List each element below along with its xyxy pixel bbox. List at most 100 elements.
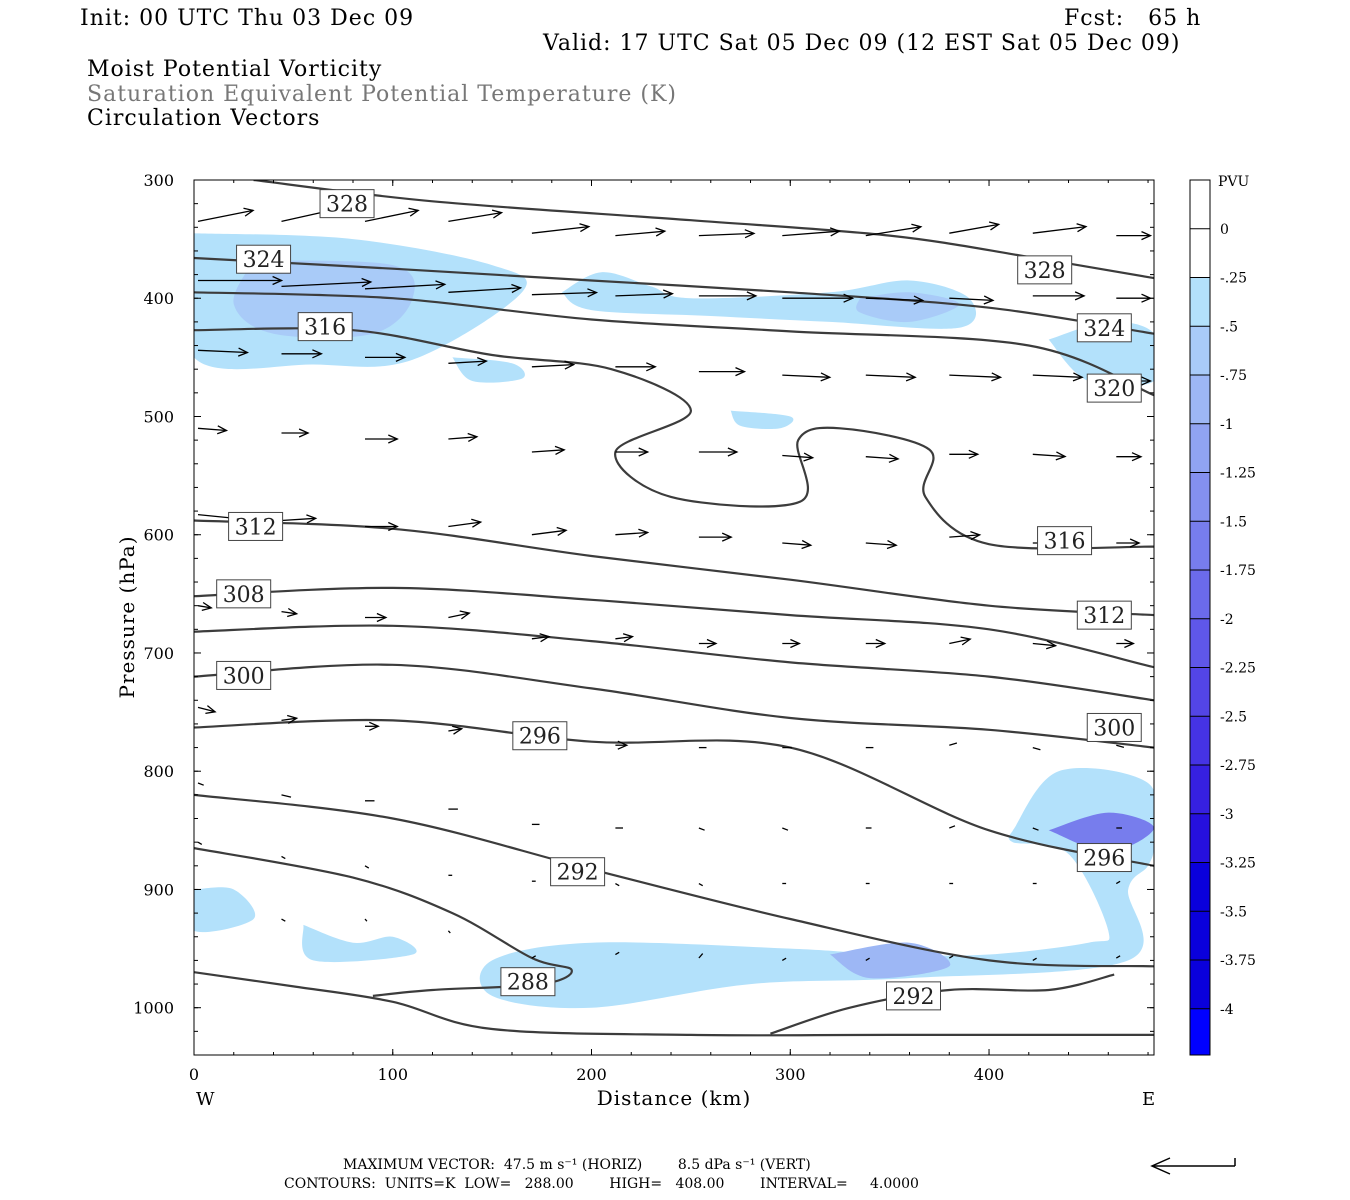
colorbar-swatch-11 (1190, 765, 1210, 814)
theta-es-contour-18 (770, 973, 1115, 1035)
circulation-vector-8 (865, 223, 923, 237)
theta-es-contour-17 (194, 847, 573, 997)
y-tick-label-3: 600 (143, 526, 174, 545)
colorbar-swatch-6 (1190, 521, 1210, 570)
contour-label-17: 288 (500, 967, 556, 997)
circulation-vector-39 (448, 432, 479, 442)
colorbar-swatch-10 (1190, 716, 1210, 765)
circulation-vector-50 (365, 521, 399, 532)
colorbar-label-2: -.5 (1220, 319, 1238, 335)
circulation-vector-11 (1116, 231, 1153, 241)
axes: 0 100 200 300 400 300 400 500 600 700 800 900 1000 (133, 171, 1154, 1084)
colorbar-label-16: -4 (1220, 1002, 1234, 1018)
circulation-vector-60 (197, 601, 213, 612)
svg-text:328: 328 (326, 193, 368, 218)
circulation-vector-43 (782, 452, 815, 462)
theta-es-contour-8 (194, 519, 1154, 617)
circulation-vector-110 (447, 930, 451, 934)
colorbar-swatch-top (1190, 180, 1210, 229)
svg-text:300: 300 (1093, 716, 1135, 741)
colorbar-label-0: 0 (1220, 222, 1229, 238)
contour-label-9: 312 (1076, 600, 1132, 630)
pv-shade-region-3 (856, 292, 960, 323)
colorbar-swatch-8 (1190, 618, 1210, 668)
valid-time: Valid: 17 UTC Sat 05 Dec 09 (12 EST Sat … (543, 31, 1181, 56)
y-tick-label-2: 500 (143, 407, 174, 426)
circulation-vector-23 (1116, 293, 1153, 303)
circulation-vector-77 (615, 740, 629, 750)
circulation-vector-22 (1032, 291, 1086, 301)
theta-es-contour-10 (194, 586, 1154, 669)
circulation-vector-114 (781, 957, 787, 961)
contour-label-16: 292 (550, 857, 606, 887)
circulation-vector-112 (615, 951, 620, 956)
svg-text:296: 296 (519, 725, 561, 750)
circulation-vector-101 (615, 882, 620, 887)
circulation-vector-65 (615, 633, 635, 643)
circulation-vector-27 (448, 356, 488, 367)
colorbar-swatch-15 (1190, 960, 1210, 1009)
colorbar-label-13: -3.25 (1220, 856, 1256, 872)
x-tick-label-4: 400 (974, 1065, 1005, 1084)
circulation-vector-72 (197, 705, 217, 715)
contours-note: CONTOURS: UNITS=K LOW= 288.00 HIGH= 408.… (284, 1176, 919, 1192)
contour-label-0: 328 (319, 189, 375, 219)
colorbar-swatch-5 (1190, 472, 1210, 522)
circulation-vector-15 (448, 283, 523, 294)
circulation-vector-13 (281, 277, 373, 288)
circulation-vector-20 (865, 295, 925, 305)
circulation-vector-21 (949, 295, 995, 305)
circulation-vector-109 (364, 918, 368, 922)
circulation-vector-46 (1032, 451, 1067, 461)
circulation-vector-85 (281, 794, 292, 798)
y-tick-label-5: 800 (143, 762, 174, 781)
circulation-vector-10 (1032, 223, 1088, 234)
circulation-vector-94 (1032, 827, 1039, 831)
x-tick-label-0: 0 (189, 1065, 199, 1084)
circulation-vector-29 (615, 362, 657, 372)
circulation-vector-42 (698, 447, 739, 457)
circulation-vector-38 (365, 434, 399, 444)
colorbar-label-12: -3 (1220, 807, 1234, 823)
circulation-vector-117 (1032, 957, 1037, 961)
theta-es-contour-6 (194, 327, 1154, 550)
contour-label-12: 300 (216, 660, 272, 690)
circulation-vector-18 (698, 291, 758, 301)
contour-label-14: 296 (512, 721, 568, 751)
field-title-theta-es: Saturation Equivalent Potential Temperat… (87, 82, 677, 107)
contour-label-1: 328 (1017, 255, 1073, 285)
circulation-vector-66 (698, 638, 718, 649)
circulation-vector-68 (865, 638, 887, 649)
init-time: Init: 00 UTC Thu 03 Dec 09 (80, 6, 415, 31)
circulation-vector-84 (197, 782, 204, 786)
circulation-vector-17 (615, 289, 674, 299)
circulation-vector-115 (865, 957, 870, 961)
pv-shade-region-4 (452, 357, 525, 383)
circulation-vector-57 (949, 530, 982, 541)
svg-text:320: 320 (1093, 377, 1135, 402)
svg-text:312: 312 (1083, 604, 1125, 629)
field-title-mpv: Moist Potential Vorticity (87, 57, 383, 82)
colorbar-swatch-9 (1190, 667, 1210, 717)
colorbar-label-15: -3.75 (1220, 953, 1256, 969)
x-tick-label-2: 200 (576, 1065, 607, 1084)
circulation-vector-90 (698, 827, 705, 831)
circulation-vector-67 (782, 638, 802, 649)
reference-vector (1150, 1157, 1236, 1175)
circulation-vector-63 (448, 610, 471, 620)
y-tick-label-0: 300 (143, 171, 174, 190)
colorbar-swatch-13 (1190, 862, 1210, 912)
x-end-label-west: W (196, 1089, 215, 1110)
circulation-vector-31 (782, 372, 832, 382)
y-axis-label: Pressure (hPa) (115, 536, 139, 699)
circulation-vector-9 (949, 221, 1001, 234)
circulation-vector-70 (1032, 640, 1058, 650)
pv-shade-region-7 (479, 768, 1154, 1009)
theta-es-contour-14 (194, 718, 1154, 867)
circulation-vector-59 (1116, 538, 1141, 548)
colorbar-swatch-0 (1190, 228, 1210, 278)
circulation-vector-47 (1116, 452, 1143, 462)
colorbar-swatch-1 (1190, 277, 1210, 327)
colorbar-swatch-min (1190, 1008, 1210, 1055)
